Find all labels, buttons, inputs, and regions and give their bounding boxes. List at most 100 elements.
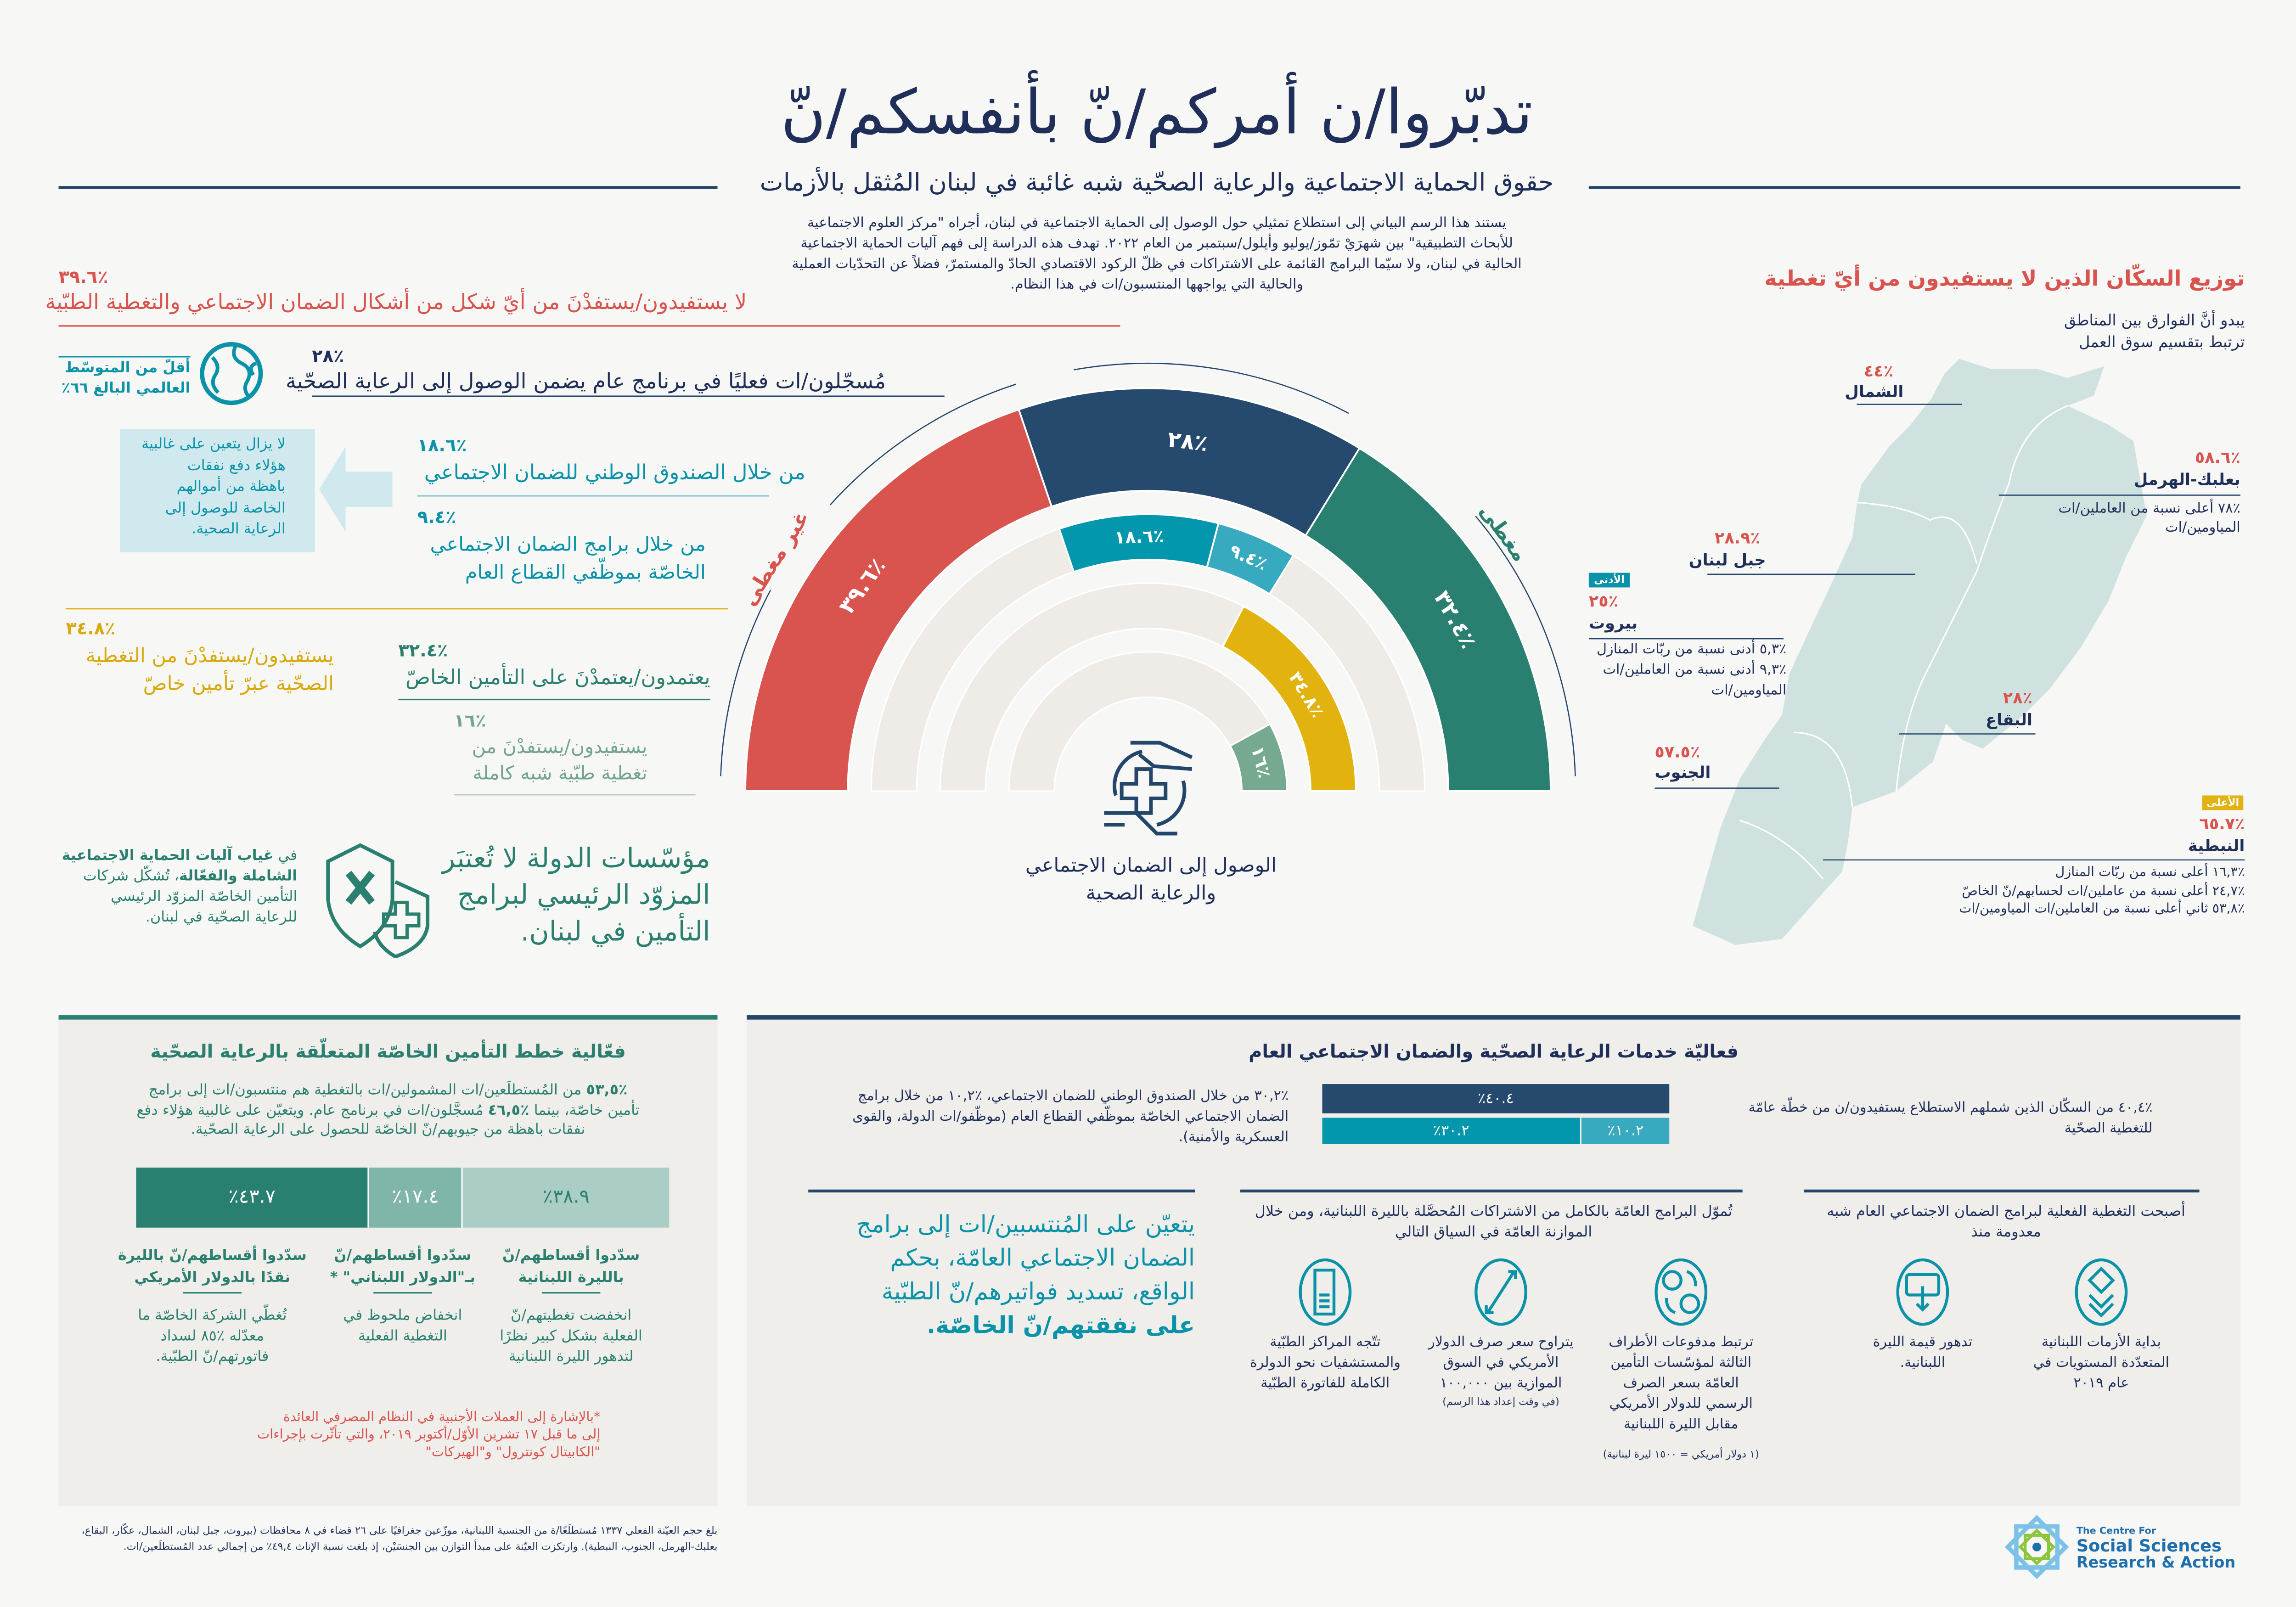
bar-label: ٪١٠.٢ <box>1607 1123 1644 1139</box>
text-line: ٪٤٠,٤ من السكّان الذين شملهم الاستطلاع ي… <box>1748 1100 2153 1117</box>
text-line: الصحّية عبرّ تأمين خاصّ <box>143 672 334 696</box>
divider <box>312 395 945 397</box>
bar-label: ٪٣٨.٩ <box>542 1186 590 1209</box>
total-bar: ٪٤٠.٤ <box>1322 1084 1670 1113</box>
text: ، تُشكّل شركات <box>83 869 179 885</box>
south-name: الجنوب <box>1654 763 1711 782</box>
text-line: الموازنة العامّة في السياق التالي <box>1395 1225 1593 1241</box>
divider <box>454 794 696 796</box>
text-line: نفقات باهظة من جيوبهم/نّ الخاصّة للحصول … <box>191 1122 585 1139</box>
beirut-value: ٪٢٥ <box>1588 592 1619 611</box>
caption-line: الوصول إلى الضمان الاجتماعي <box>1025 854 1277 878</box>
nabatieh-value: ٪٦٥.٧ <box>2199 814 2245 834</box>
highest-badge: الأعلى <box>2202 795 2244 810</box>
text-bold: الشاملة والفعّالة <box>179 869 298 885</box>
bar-segment: ٪١٧.٤ <box>369 1167 463 1228</box>
coverage-heading: أصبحت التغطية الفعلية لبرامج الضمان الاج… <box>1827 1202 2185 1243</box>
state-statement: مؤسّسات الدولة لا تُعتبَر المزوّد الرئيس… <box>442 841 710 950</box>
text-line: من خلال برامج الضمان الاجتماعي <box>430 533 706 557</box>
text-line: عام ٢٠١٩ <box>2073 1375 2129 1392</box>
text-line: الرسمي للدولار الأمريكي <box>1609 1396 1753 1412</box>
rely-value: ٪٣٢.٤ <box>398 640 448 661</box>
public-sector-value: ٪٩.٤ <box>417 506 456 528</box>
text-line: يبدو أنَّ الفوارق بين المناطق <box>2064 312 2245 330</box>
divider <box>398 698 710 701</box>
text-bold: على نفقتهم/نّ الخاصّة. <box>926 1311 1195 1339</box>
text-line: تُغطّي الشركة الخاصّة ما <box>138 1308 287 1325</box>
lebanon-map <box>1588 359 2245 945</box>
bar-label: ٪١٧.٤ <box>392 1186 439 1209</box>
funding-item: تتّجه المراكز الطبّية والمستشفيات نحو الد… <box>1250 1333 1401 1394</box>
south-value: ٪٥٧.٥ <box>1654 742 1700 762</box>
segment-label: ٢٨٪ <box>1166 427 1209 457</box>
divider <box>1240 1189 1743 1193</box>
text-line: الكاملة للفاتورة الطبّية <box>1261 1375 1390 1392</box>
coverage-item: تدهور قيمة الليرة اللبنانية. <box>1873 1333 1973 1374</box>
text-line: فاتورتهم/نّ الطبّية. <box>156 1349 269 1365</box>
divider <box>58 325 1120 327</box>
text-line: لتدهور الليرة اللبنانية <box>508 1349 634 1365</box>
uncovered-value: ٪٣٩.٦ <box>58 266 108 287</box>
north-value: ٪٤٤ <box>1863 362 1894 381</box>
callout-line: الرعاية الصحية. <box>191 521 286 538</box>
text-line: تتّجه المراكز الطبّية <box>1270 1334 1381 1351</box>
intro-line: والحالية التي يواجهها المنتسبون/ات في هذ… <box>1010 277 1304 293</box>
uncovered-text: لا يستفيدون/يستفدْنَ من أيّ شكل من أشكال… <box>45 291 747 315</box>
chart-caption: الوصول إلى الضمان الاجتماعي والرعاية الص… <box>1025 853 1277 908</box>
note-line: المياومين/ات <box>2165 520 2240 536</box>
footnote: *بالإشارة إلى العملات الأجنبية في النظام… <box>257 1409 600 1462</box>
hands-medical-cross-icon <box>1104 741 1193 836</box>
divider <box>417 495 769 497</box>
public-text: مُسجّلون/ات فعليًا في برنامج عام يضمن ال… <box>285 371 886 394</box>
full-coverage-value: ٪١٦ <box>454 710 486 731</box>
currency-exchange-icon <box>1654 1258 1708 1326</box>
private-insurance-panel <box>58 1015 718 1506</box>
text-line: سدّدوا أقساطهم/نّ <box>502 1248 640 1264</box>
bar-label: ٪٤٣.٧ <box>228 1186 276 1209</box>
callout-line: باهظة من أموالهم <box>176 479 286 495</box>
text-line: ترتبط مدفوعات الأطراف <box>1609 1334 1754 1351</box>
baalbek-value: ٪٥٨.٦ <box>2195 448 2240 467</box>
note: (١ دولار أمريكي = ١٥٠٠ ليرة لبنانية) <box>1603 1449 1759 1461</box>
public-value: ٪٢٨ <box>312 345 344 366</box>
divider <box>183 1292 242 1294</box>
note-line: ٪٧٨ أعلى نسبة من العاملين/ات <box>2058 501 2240 517</box>
text-line: الضمان الاجتماعي الخاصّة بموظّفي القطاع … <box>852 1109 1289 1125</box>
text-line: الخاصّة بموظّفي القطاع العام <box>465 561 706 585</box>
public-sector-text: من خلال برامج الضمان الاجتماعي الخاصّة ب… <box>430 532 706 587</box>
layers-icon <box>2075 1258 2128 1326</box>
ring-segment <box>1304 447 1552 792</box>
methodology-footnote: بلغ حجم العيّنة الفعلي ١٣٣٧ مُستطلَعًا/ة… <box>82 1523 718 1556</box>
bar-label: ٪٤٠.٤ <box>1477 1090 1514 1107</box>
text-line: الثالثة لمؤسّسات التأمين <box>1610 1355 1752 1371</box>
text-line: معدومة منذ <box>1971 1225 2041 1241</box>
public-panel-title: فعاليّة خدمات الرعاية الصحّية والضمان ال… <box>1249 1040 1739 1062</box>
text-line: مؤسّسات الدولة لا تُعتبَر <box>442 843 710 875</box>
intro-paragraph: يستند هذا الرسم البياني إلى استطلاع تمثي… <box>792 214 1522 296</box>
text-line: أصبحت التغطية الفعلية لبرامج الضمان الاج… <box>1827 1204 2185 1220</box>
text-line: ٪٣٠,٢ من خلال الصندوق الوطني للضمان الاج… <box>857 1088 1289 1105</box>
callout-line: الخاصة للوصول إلى <box>165 500 286 517</box>
text-line: التأمين الخاصّة المزوّد الرئيسي <box>111 889 298 905</box>
intro-line: يستند هذا الرسم البياني إلى استطلاع تمثي… <box>807 215 1507 232</box>
logo: The Centre For Social Sciences Research … <box>2003 1513 2235 1587</box>
ring-background <box>870 513 1426 792</box>
funding-item: يتراوح سعر صرف الدولار الأمريكي في السوق ا… <box>1428 1333 1573 1409</box>
note-line: العالمي البالغ ٦٦٪ <box>61 381 191 397</box>
bar-segment: ٪٣٨.٩ <box>463 1167 670 1228</box>
nabatieh-notes: ٪١٦,٣ أعلى نسبة من ربّات المنازل ٪٢٤,٧ أ… <box>1959 864 2245 919</box>
text-bold: غياب آليات الحماية الاجتماعية <box>62 848 274 865</box>
bekaa-value: ٪٢٨ <box>2003 688 2033 708</box>
text-line: بـ"الدولار اللبناني" * <box>330 1270 476 1287</box>
column-description: انخفاض ملحوظ في التغطية الفعلية <box>343 1307 462 1348</box>
segment-label: ١٨.٦٪ <box>1114 526 1164 548</box>
divider <box>66 608 728 610</box>
callout-text: لا يزال يتعين على غالبية هؤلاء دفع نفقات… <box>141 435 286 541</box>
intro-line: الحالية في لبنان، ولا سيّما البرامج القا… <box>792 256 1522 273</box>
subtitle: حقوق الحماية الاجتماعية والرعاية الصحّية… <box>760 168 1554 198</box>
text-bold: ٪٤٦,٥ <box>488 1102 529 1119</box>
ring-segment <box>1221 605 1357 792</box>
guide-arc <box>1475 516 1576 776</box>
state-note: في غياب آليات الحماية الاجتماعية الشاملة… <box>62 847 298 929</box>
text-line: العسكرية والأمنية). <box>1178 1129 1289 1146</box>
